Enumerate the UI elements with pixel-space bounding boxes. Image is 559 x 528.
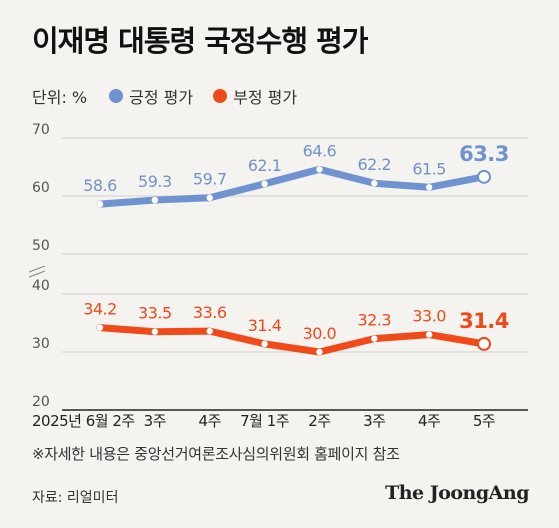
- legend-label-negative: 부정 평가: [233, 88, 298, 107]
- data-point: [261, 180, 268, 188]
- data-label: 59.7: [193, 170, 227, 189]
- legend-item-positive: 긍정 평가: [109, 84, 193, 108]
- legend: 단위: % 긍정 평가 부정 평가: [32, 84, 317, 108]
- axis-break-mark: [28, 265, 46, 273]
- x-tick-label: 4주: [418, 412, 440, 430]
- series-line-negative: [96, 324, 488, 356]
- x-tick-label: 2주: [308, 412, 330, 430]
- data-label: 31.4: [459, 309, 509, 333]
- x-tick-label: 3주: [144, 412, 166, 430]
- data-point: [477, 336, 491, 351]
- data-label: 62.2: [357, 155, 391, 174]
- legend-dot-positive: [109, 89, 124, 103]
- chart-title: 이재명 대통령 국정수행 평가: [32, 24, 368, 58]
- data-label: 59.3: [138, 172, 172, 191]
- data-point: [425, 184, 433, 191]
- data-label: 34.2: [83, 300, 117, 319]
- data-point: [371, 335, 378, 342]
- data-point: [316, 348, 323, 356]
- x-tick-label: 2025년 6월 2주: [32, 412, 135, 430]
- data-point: [206, 194, 213, 201]
- axis-break-mark: [28, 270, 46, 278]
- data-label: 33.0: [412, 307, 446, 326]
- data-label: 58.6: [83, 176, 117, 195]
- data-label: 31.4: [248, 316, 282, 335]
- legend-label-positive: 긍정 평가: [129, 88, 194, 107]
- y-tick-label: 40: [32, 278, 50, 294]
- data-point: [477, 169, 491, 184]
- data-point: [425, 331, 433, 338]
- data-label: 30.0: [303, 324, 337, 343]
- data-label: 61.5: [412, 159, 446, 178]
- data-label: 62.1: [248, 156, 282, 175]
- unit-label: 단위: %: [32, 88, 88, 107]
- series-line-positive: [96, 165, 488, 208]
- source-label: 자료: 리얼미터: [32, 490, 119, 506]
- data-point: [151, 328, 159, 335]
- data-label: 32.3: [357, 311, 391, 330]
- legend-dot-negative: [213, 89, 228, 103]
- brand-logo: The JoongAng: [385, 482, 529, 504]
- data-point: [371, 180, 378, 187]
- data-label: 33.6: [193, 303, 227, 322]
- y-tick-label: 70: [32, 122, 50, 138]
- data-point: [151, 196, 159, 204]
- x-tick-label: 4주: [199, 412, 221, 430]
- data-label: 64.6: [303, 141, 337, 160]
- x-tick-label: 3주: [363, 412, 385, 430]
- data-point: [96, 324, 104, 331]
- y-tick-label: 30: [32, 336, 50, 352]
- y-tick-label: 20: [32, 394, 50, 410]
- legend-item-negative: 부정 평가: [213, 84, 297, 108]
- x-tick-label: 7월 1주: [240, 412, 289, 430]
- data-label: 33.5: [138, 304, 172, 323]
- data-point: [261, 340, 268, 348]
- footnote: ※자세한 내용은 중앙선거여론조사심의위원회 홈페이지 참조: [32, 445, 400, 463]
- y-tick-label: 60: [32, 180, 50, 196]
- x-tick-label: 5주: [473, 412, 495, 430]
- data-point: [316, 166, 323, 173]
- data-label: 63.3: [459, 142, 509, 166]
- y-tick-label: 50: [32, 238, 50, 254]
- data-point: [96, 200, 104, 208]
- data-point: [206, 327, 213, 335]
